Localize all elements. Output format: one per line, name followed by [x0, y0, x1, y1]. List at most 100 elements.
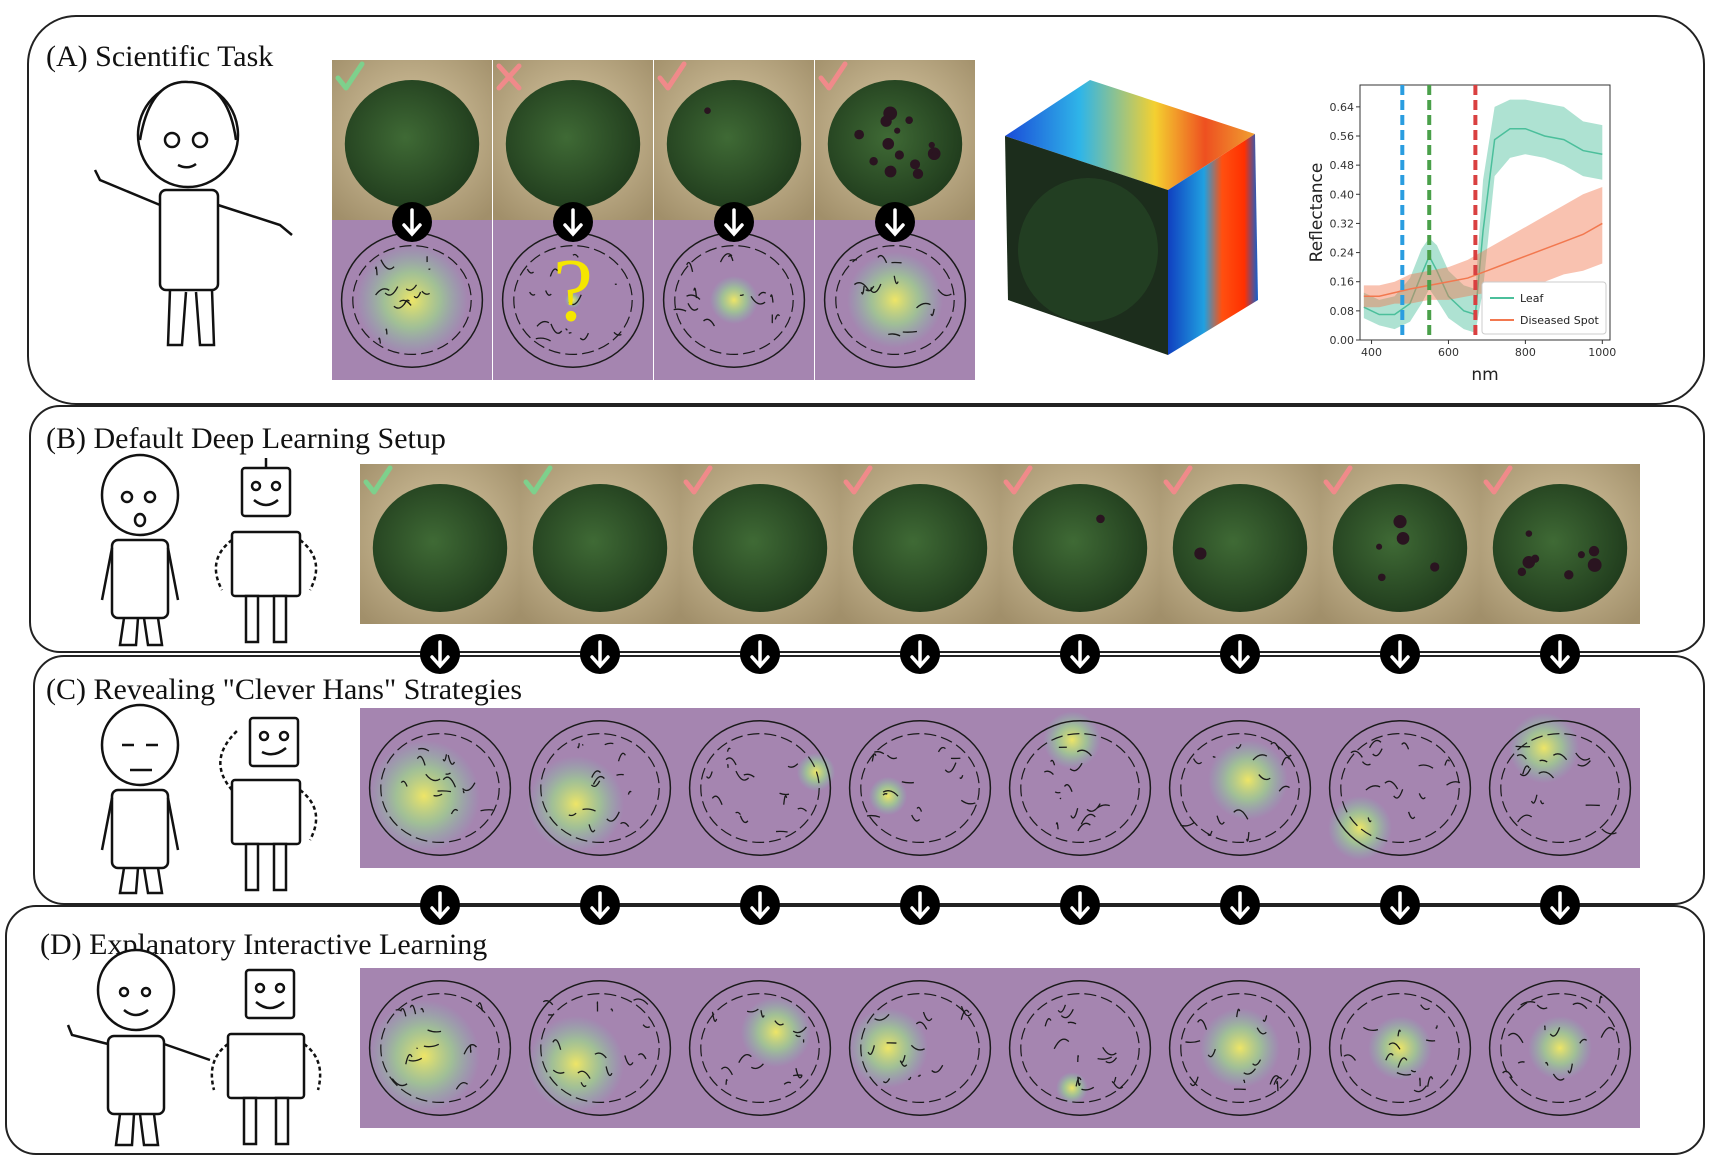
down-arrow-icon: [1060, 885, 1100, 925]
down-arrow-icon: [392, 202, 432, 242]
cross-mark-icon: [496, 63, 522, 91]
leaf-image-b: [360, 464, 520, 624]
disease-spot: [880, 115, 892, 127]
down-arrow-icon: [420, 634, 460, 674]
panel-c-frame: [33, 655, 1705, 905]
disease-spot: [1393, 515, 1407, 529]
down-arrow-icon: [1220, 885, 1260, 925]
series-band: [1363, 187, 1603, 308]
y-tick-label: 0.32: [1330, 217, 1355, 230]
disease-spot: [1430, 562, 1440, 572]
heatmap-d: [360, 968, 520, 1128]
down-arrow-icon: [1060, 634, 1100, 674]
down-arrow-icon: [1380, 634, 1420, 674]
x-tick-label: 1000: [1588, 346, 1616, 359]
heatmap-c: [360, 708, 520, 868]
panel-b-frame: [29, 405, 1705, 653]
y-tick-label: 0.64: [1330, 101, 1355, 114]
disease-spot: [930, 151, 938, 160]
heatmap-d: [1480, 968, 1640, 1128]
check-mark-icon: [523, 465, 553, 495]
down-arrow-icon: [580, 634, 620, 674]
disease-spot: [905, 116, 913, 124]
heatmap-c: [520, 708, 680, 868]
robot-c: [219, 716, 318, 892]
y-tick-label: 0.56: [1330, 130, 1355, 143]
robot-b: [214, 458, 318, 644]
heatmap-c: [680, 708, 840, 868]
leaf-image-b: [680, 464, 840, 624]
disease-spot: [894, 150, 904, 160]
scientist-pointing-d: [66, 948, 211, 1147]
check-mark-icon: [363, 465, 393, 495]
down-arrow-icon: [875, 202, 915, 242]
disease-spot: [1194, 547, 1207, 560]
disease-spot: [1376, 543, 1383, 550]
heatmap-d: [1000, 968, 1160, 1128]
down-arrow-icon: [1540, 885, 1580, 925]
panel-c-title: (C) Revealing "Clever Hans" Strategies: [46, 673, 522, 706]
x-tick-label: 600: [1438, 346, 1459, 359]
panel-a-frame: [27, 15, 1705, 405]
disease-spot: [1377, 573, 1386, 582]
disease-spot: [894, 127, 901, 134]
down-arrow-icon: [900, 634, 940, 674]
leaf-image-b: [520, 464, 680, 624]
down-arrow-icon: [740, 634, 780, 674]
down-arrow-icon: [1540, 634, 1580, 674]
y-tick-label: 0.48: [1330, 159, 1355, 172]
heatmap-c: [1320, 708, 1480, 868]
leaf-image-a: [493, 60, 653, 220]
disease-spot: [884, 165, 897, 178]
check-mark-icon: [683, 465, 713, 495]
heatmap-c: [1480, 708, 1640, 868]
check-mark-icon: [335, 61, 365, 91]
disease-spot: [1522, 555, 1536, 569]
down-arrow-icon: [420, 885, 460, 925]
hyperspectral-cube: [1005, 80, 1258, 355]
leaf-image-b: [1000, 464, 1160, 624]
leaf-image-b: [1320, 464, 1480, 624]
down-arrow-icon: [740, 885, 780, 925]
heatmap-d: [680, 968, 840, 1128]
heatmap-d: [1320, 968, 1480, 1128]
robot-d: [210, 968, 322, 1146]
check-mark-icon: [1323, 465, 1353, 495]
check-mark-icon: [1003, 465, 1033, 495]
heatmap-d: [520, 968, 680, 1128]
scientist-b: [100, 453, 180, 647]
legend-label: Leaf: [1520, 292, 1544, 305]
check-mark-icon: [843, 465, 873, 495]
heatmap-c: [1160, 708, 1320, 868]
legend-label: Diseased Spot: [1520, 314, 1599, 327]
disease-spot: [910, 159, 921, 170]
scientist-c: [100, 703, 180, 895]
y-tick-label: 0.40: [1330, 188, 1355, 201]
disease-spot: [912, 168, 924, 180]
x-axis-label: nm: [1471, 365, 1498, 385]
disease-spot: [1588, 545, 1600, 557]
disease-spot: [882, 138, 895, 150]
leaf-image-a: [815, 60, 975, 220]
question-mark: ?: [553, 241, 593, 340]
x-tick-label: 400: [1361, 346, 1382, 359]
check-mark-icon: [1163, 465, 1193, 495]
down-arrow-icon: [580, 885, 620, 925]
disease-spot: [1396, 532, 1410, 545]
chart-legend: Leaf Diseased Spot: [1481, 281, 1607, 335]
y-axis-label: Reflectance: [1307, 163, 1327, 263]
series-line: [1363, 127, 1603, 316]
disease-spot: [1096, 514, 1105, 524]
disease-spot: [1587, 558, 1602, 572]
series-band: [1363, 99, 1603, 333]
down-arrow-icon: [900, 885, 940, 925]
y-tick-label: 0.24: [1330, 247, 1355, 260]
disease-spot: [1577, 551, 1585, 559]
panel-b-title: (B) Default Deep Learning Setup: [46, 422, 446, 455]
heatmap-d: [1160, 968, 1320, 1128]
disease-spot: [928, 141, 935, 149]
y-tick-label: 0.08: [1330, 305, 1355, 318]
disease-spot: [1564, 570, 1574, 580]
y-tick-label: 0.00: [1330, 334, 1355, 347]
